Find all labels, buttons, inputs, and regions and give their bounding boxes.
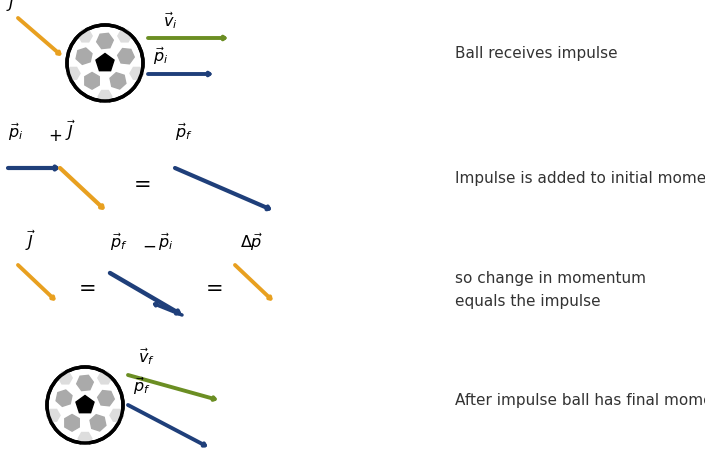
Text: $\vec{J}$: $\vec{J}$ <box>25 229 35 253</box>
Polygon shape <box>97 33 114 49</box>
Text: $\vec{p}_{i}$: $\vec{p}_{i}$ <box>158 232 173 253</box>
Polygon shape <box>78 30 92 42</box>
Text: $\vec{v}_{f}$: $\vec{v}_{f}$ <box>138 346 155 367</box>
Text: After impulse ball has final momentum: After impulse ball has final momentum <box>455 394 705 408</box>
Polygon shape <box>110 409 123 421</box>
Polygon shape <box>110 73 126 89</box>
Text: $=$: $=$ <box>202 277 223 297</box>
Text: so change in momentum
equals the impulse: so change in momentum equals the impulse <box>455 271 646 309</box>
Polygon shape <box>85 73 99 89</box>
Text: $\Delta\vec{p}$: $\Delta\vec{p}$ <box>240 232 262 253</box>
Text: $=$: $=$ <box>129 173 151 193</box>
Polygon shape <box>77 375 93 391</box>
Circle shape <box>67 25 143 101</box>
Polygon shape <box>118 49 134 64</box>
Polygon shape <box>98 372 111 384</box>
Polygon shape <box>118 30 132 42</box>
Circle shape <box>47 367 123 443</box>
Polygon shape <box>47 409 60 421</box>
Polygon shape <box>76 48 92 64</box>
Text: $\vec{J}$: $\vec{J}$ <box>65 119 76 143</box>
Polygon shape <box>130 68 144 79</box>
Text: $-$: $-$ <box>142 237 156 255</box>
Polygon shape <box>90 415 106 431</box>
Text: $\vec{v}_{i}$: $\vec{v}_{i}$ <box>163 10 178 31</box>
Text: $\vec{p}_{f}$: $\vec{p}_{f}$ <box>175 122 192 143</box>
Text: $\vec{p}_{f}$: $\vec{p}_{f}$ <box>110 232 128 253</box>
Polygon shape <box>98 90 112 102</box>
Text: $\vec{p}_{f}$: $\vec{p}_{f}$ <box>133 376 151 397</box>
Polygon shape <box>76 395 94 413</box>
Polygon shape <box>98 391 114 406</box>
Polygon shape <box>56 390 72 407</box>
Text: $\vec{p}_{i}$: $\vec{p}_{i}$ <box>153 46 168 67</box>
Polygon shape <box>65 414 79 431</box>
Text: Impulse is added to initial momentum: Impulse is added to initial momentum <box>455 170 705 186</box>
Polygon shape <box>59 372 72 384</box>
Text: $+$: $+$ <box>48 127 62 145</box>
Polygon shape <box>78 432 92 444</box>
Polygon shape <box>96 54 114 71</box>
Polygon shape <box>66 68 80 79</box>
Text: $\vec{p}_{i}$: $\vec{p}_{i}$ <box>8 122 23 143</box>
Text: $=$: $=$ <box>74 277 96 297</box>
Text: Ball receives impulse: Ball receives impulse <box>455 45 618 61</box>
Text: $\vec{J}$: $\vec{J}$ <box>6 0 17 14</box>
